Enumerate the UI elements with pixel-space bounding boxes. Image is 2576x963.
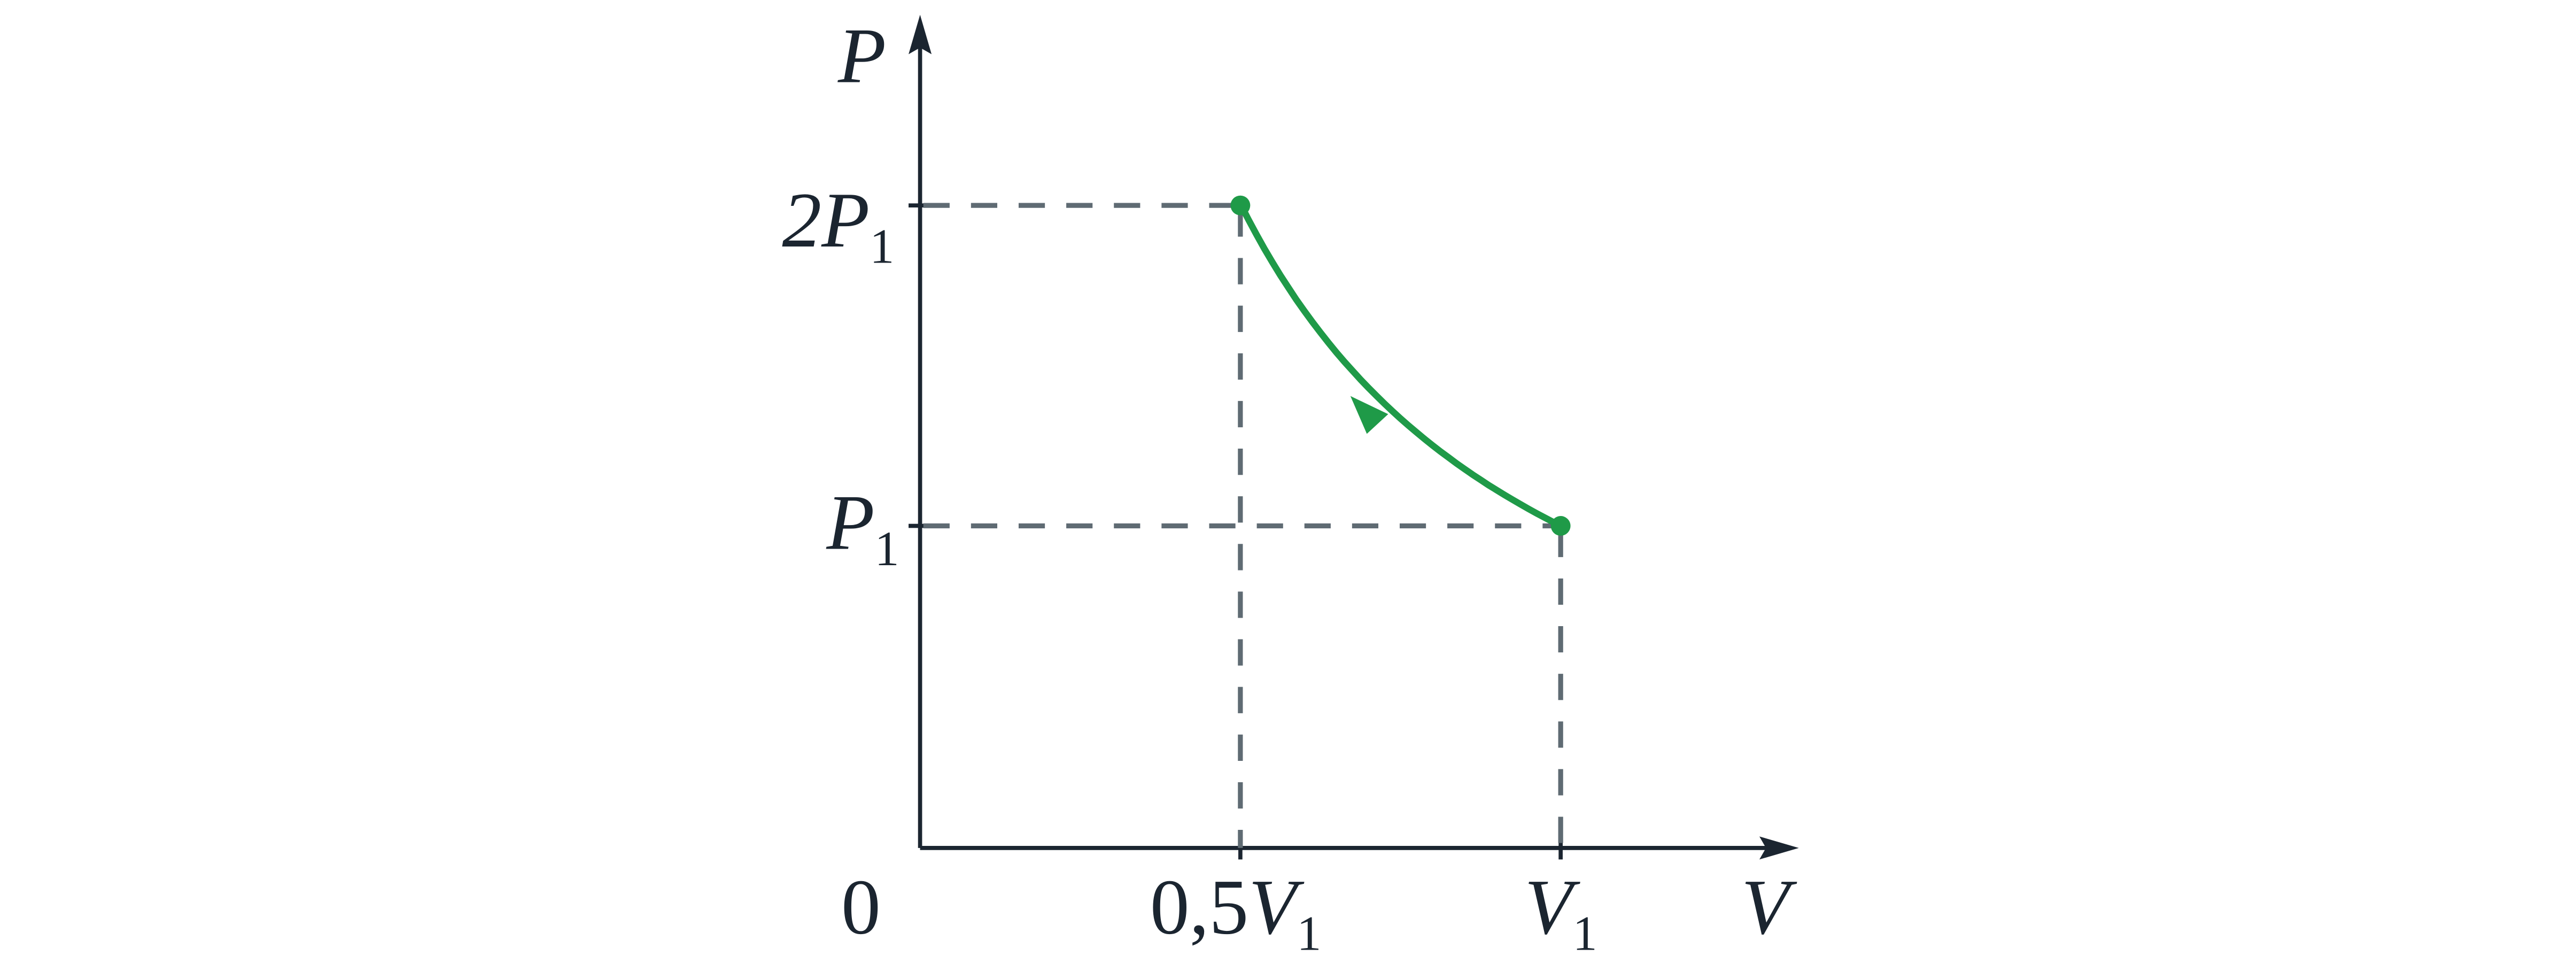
guide-line [923,523,1563,848]
y-tick-label: P1 [826,479,899,576]
coef: 2 [782,176,821,264]
y-arrow [909,14,932,55]
x-tick-label: V1 [1525,864,1597,961]
subscript: 1 [1573,906,1597,960]
state-point [1230,195,1251,215]
state-point [1550,516,1571,536]
symbol: P [821,176,870,264]
y-axis-label: P [837,12,886,99]
symbol: P [826,479,874,566]
x-arrow [1759,836,1799,860]
x-axis-label: V [1741,864,1797,951]
x-tick-label: 0,5V1 [1150,864,1322,961]
subscript: 1 [1297,906,1321,960]
direction-arrow [1350,396,1388,434]
process-curve [1237,202,1562,529]
y-tick-label: 2P1 [782,176,894,274]
symbol: V [1525,864,1581,951]
subscript: 1 [870,219,894,274]
symbol: V [1248,864,1305,951]
coef: 0,5 [1150,864,1248,951]
subscript: 1 [874,521,899,576]
origin-label: 0 [841,864,881,951]
guide-line [923,203,1243,848]
